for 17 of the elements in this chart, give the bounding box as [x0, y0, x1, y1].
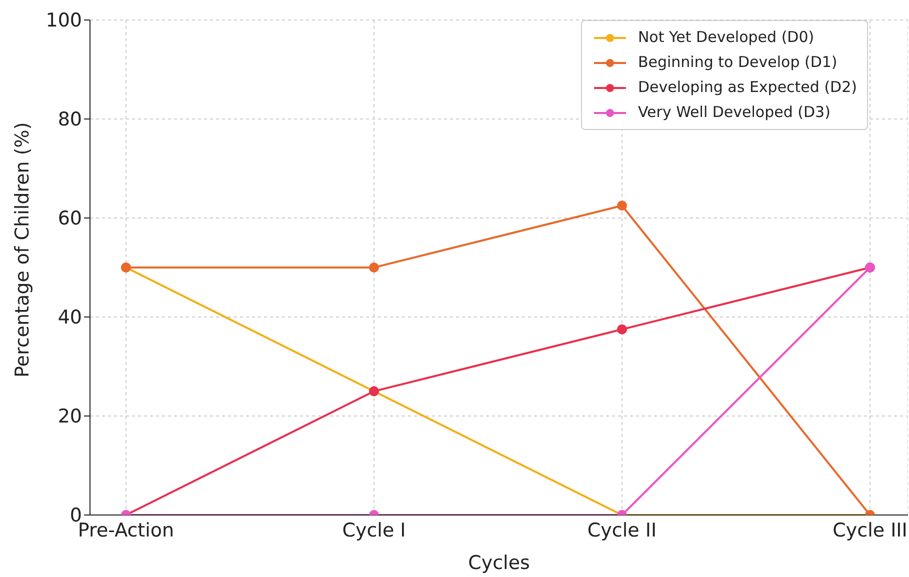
legend-label: Beginning to Develop (D1): [638, 52, 838, 73]
point: [617, 324, 627, 334]
legend-label: Not Yet Developed (D0): [638, 27, 814, 48]
x-tick-label: Cycle I: [342, 519, 406, 542]
y-tick-label: 60: [58, 208, 82, 230]
x-tick-label: Cycle III: [832, 519, 908, 542]
y-tick-label: 80: [58, 108, 82, 131]
y-axis-title: Percentage of Children (%): [12, 122, 34, 378]
point: [369, 262, 379, 272]
y-tick-label: 40: [58, 306, 82, 329]
y-tick-label: 100: [46, 10, 82, 32]
y-tick-label: 20: [58, 406, 82, 428]
x-tick-label: Cycle II: [587, 519, 657, 542]
legend-label: Very Well Developed (D3): [638, 102, 830, 123]
legend-label: Developing as Expected (D2): [638, 77, 857, 98]
x-axis-title: Cycles: [468, 552, 530, 574]
point: [617, 200, 627, 211]
